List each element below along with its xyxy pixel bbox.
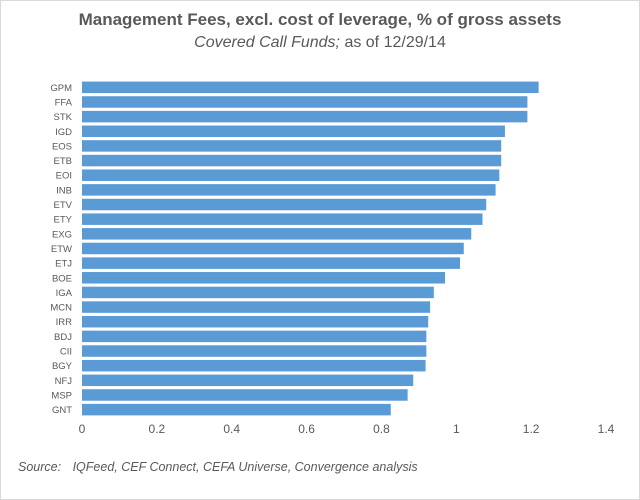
bar-igd [82, 125, 505, 138]
x-tick-label: 0 [79, 422, 86, 436]
x-tick-label: 0.2 [149, 422, 166, 436]
bar-stk [82, 110, 528, 123]
bar-ety [82, 213, 483, 225]
x-tick-label: 1.4 [598, 422, 615, 436]
category-label-nfj: NFJ [55, 376, 73, 387]
x-tick-label: 0.6 [298, 422, 315, 436]
bar-nfj [82, 374, 414, 387]
bar-mcn [82, 301, 431, 313]
chart-title: Management Fees, excl. cost of leverage,… [78, 10, 562, 29]
subtitle-italic: Covered Call Funds; [194, 34, 340, 51]
bar-etw [82, 242, 464, 255]
category-label-bdj: BDJ [54, 332, 72, 343]
bar-eoi [82, 169, 500, 181]
x-tick-label: 1.2 [523, 422, 540, 436]
bar-inb [82, 184, 496, 196]
category-label-etw: ETW [51, 244, 72, 255]
category-label-irr: IRR [56, 317, 73, 328]
bar-exg [82, 228, 472, 240]
source-text: IQFeed, CEF Connect, CEFA Universe, Conv… [72, 460, 418, 474]
bar-gpm [82, 81, 539, 94]
bar-etj [82, 257, 461, 269]
category-label-exg: EXG [52, 229, 72, 240]
category-label-igd: IGD [55, 127, 72, 138]
bar-cii [82, 345, 427, 357]
bar-bdj [82, 330, 427, 343]
category-label-etv: ETV [54, 200, 73, 211]
bar-irr [82, 315, 429, 328]
category-label-bgy: BGY [52, 361, 73, 372]
category-label-boe: BOE [52, 273, 72, 284]
bar-bgy [82, 359, 426, 372]
category-label-cii: CII [60, 347, 72, 358]
source-note: Source: IQFeed, CEF Connect, CEFA Univer… [18, 460, 418, 474]
category-label-iga: IGA [56, 288, 73, 299]
category-label-etj: ETJ [55, 259, 72, 270]
source-label: Source: [18, 460, 62, 474]
category-label-stk: STK [54, 112, 73, 123]
category-label-eos: EOS [52, 141, 72, 152]
category-label-ffa: FFA [55, 97, 73, 108]
category-label-inb: INB [56, 185, 72, 196]
category-label-gnt: GNT [52, 405, 72, 416]
category-label-gpm: GPM [50, 83, 72, 94]
bar-iga [82, 286, 434, 299]
bar-etv [82, 198, 487, 211]
bar-msp [82, 389, 408, 401]
bar-boe [82, 272, 446, 284]
chart-subtitle: Covered Call Funds; as of 12/29/14 [0, 34, 640, 52]
category-label-msp: MSP [51, 390, 72, 401]
category-label-eoi: EOI [56, 171, 72, 182]
bar-gnt [82, 403, 391, 416]
bar-eos [82, 140, 502, 152]
category-label-mcn: MCN [50, 303, 72, 314]
category-label-etb: ETB [54, 156, 72, 167]
category-label-ety: ETY [54, 215, 73, 226]
x-tick-label: 0.8 [373, 422, 390, 436]
x-tick-label: 0.4 [223, 422, 240, 436]
subtitle-date: as of 12/29/14 [344, 34, 446, 51]
x-tick-label: 1 [453, 422, 460, 436]
bar-etb [82, 154, 502, 167]
bar-ffa [82, 96, 528, 108]
